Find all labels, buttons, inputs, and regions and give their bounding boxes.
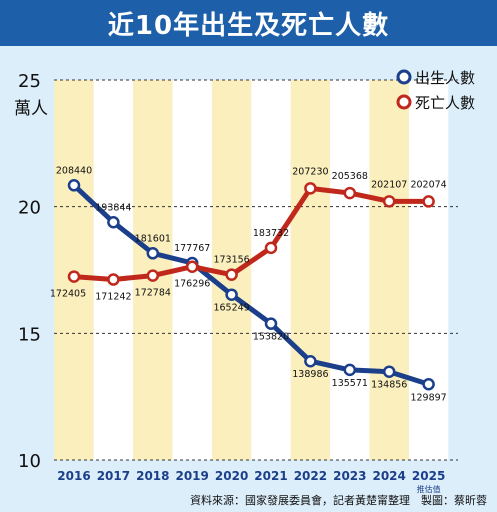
- data-label-s1-2021: 183732: [253, 228, 289, 239]
- stripe-2021: [251, 80, 291, 460]
- ytick-label-15: 15: [18, 324, 41, 345]
- point-s1-2022: [304, 182, 317, 195]
- point-s0-2020: [225, 288, 238, 301]
- xtick-label-2020: 2020: [215, 469, 248, 483]
- point-s1-2025: [422, 195, 435, 208]
- stripe-2025: [408, 80, 449, 460]
- point-s0-2016: [67, 179, 81, 192]
- data-label-s0-2020: 165249: [213, 303, 249, 314]
- chart-title: 近10年出生及死亡人數: [0, 0, 497, 46]
- xtick-label-2018: 2018: [136, 469, 169, 483]
- point-s1-2016: [67, 270, 81, 283]
- stripe-2022: [290, 80, 331, 460]
- point-s0-2025: [422, 378, 435, 391]
- data-label-s0-2025: 129897: [410, 392, 446, 403]
- xtick-label-2017: 2017: [97, 469, 130, 483]
- legend-marker-0: [396, 69, 412, 85]
- point-s1-2021: [264, 241, 278, 255]
- xtick-label-2023: 2023: [333, 469, 366, 483]
- point-s1-2019: [185, 260, 199, 273]
- data-label-s1-2017: 171242: [95, 292, 131, 303]
- ytick-label-10: 10: [18, 451, 41, 472]
- data-label-s0-2016: 208440: [56, 165, 92, 176]
- stripe-2024: [369, 80, 409, 460]
- point-s1-2017: [107, 273, 120, 286]
- data-label-s1-2022: 207230: [292, 166, 328, 177]
- data-label-s1-2023: 205368: [332, 171, 368, 182]
- data-label-s1-2016: 172405: [50, 289, 86, 300]
- point-s1-2023: [343, 186, 357, 200]
- data-label-s1-2018: 172784: [135, 288, 171, 299]
- ytick-label-20: 20: [18, 198, 41, 219]
- data-label-s0-2021: 153820: [253, 332, 289, 343]
- point-s0-2018: [146, 247, 160, 260]
- source-note: 資料來源：國家發展委員會，記者黃楚甯整理 製圖：蔡昕蓉: [190, 494, 487, 507]
- legend-marker-1: [396, 94, 412, 110]
- data-label-s1-2024: 202107: [371, 179, 407, 190]
- point-s1-2020: [225, 268, 238, 281]
- data-label-s0-2022: 138986: [292, 369, 328, 380]
- xtick-label-2019: 2019: [175, 469, 208, 483]
- point-s0-2023: [343, 363, 357, 377]
- xtick-label-2024: 2024: [372, 469, 405, 483]
- point-s0-2024: [382, 365, 396, 378]
- stripe-2023: [330, 80, 370, 460]
- xtick-label-2016: 2016: [57, 469, 90, 483]
- series-line-0: [72, 183, 430, 387]
- data-label-s1-2019: 176296: [174, 279, 210, 290]
- ytick-label-25: 25: [18, 71, 41, 92]
- point-s0-2021: [264, 317, 278, 330]
- point-s0-2017: [107, 216, 120, 229]
- legend-label-0: 出生人數: [415, 69, 475, 87]
- legend-label-1: 死亡人數: [415, 94, 475, 112]
- xtick-label-2021: 2021: [254, 469, 287, 483]
- data-label-s1-2025: 202074: [410, 179, 446, 190]
- stripe-2016: [54, 80, 94, 460]
- data-label-s0-2018: 181601: [135, 233, 171, 244]
- data-label-s1-2020: 173156: [213, 255, 249, 266]
- x-note-estimate: 推估值: [417, 484, 441, 494]
- point-s1-2024: [382, 195, 396, 208]
- xtick-label-2022: 2022: [294, 469, 327, 483]
- xtick-label-2025: 2025: [412, 469, 445, 483]
- point-s1-2018: [146, 269, 160, 282]
- stripe-2017: [93, 80, 134, 460]
- data-label-s0-2019: 177767: [174, 243, 210, 254]
- y-axis-label: 萬人: [14, 99, 48, 119]
- data-label-s0-2024: 134856: [371, 380, 407, 391]
- series-line-1: [73, 185, 429, 283]
- data-label-s0-2023: 135571: [332, 378, 368, 389]
- point-s0-2022: [304, 354, 317, 368]
- data-label-s0-2017: 193844: [95, 202, 131, 213]
